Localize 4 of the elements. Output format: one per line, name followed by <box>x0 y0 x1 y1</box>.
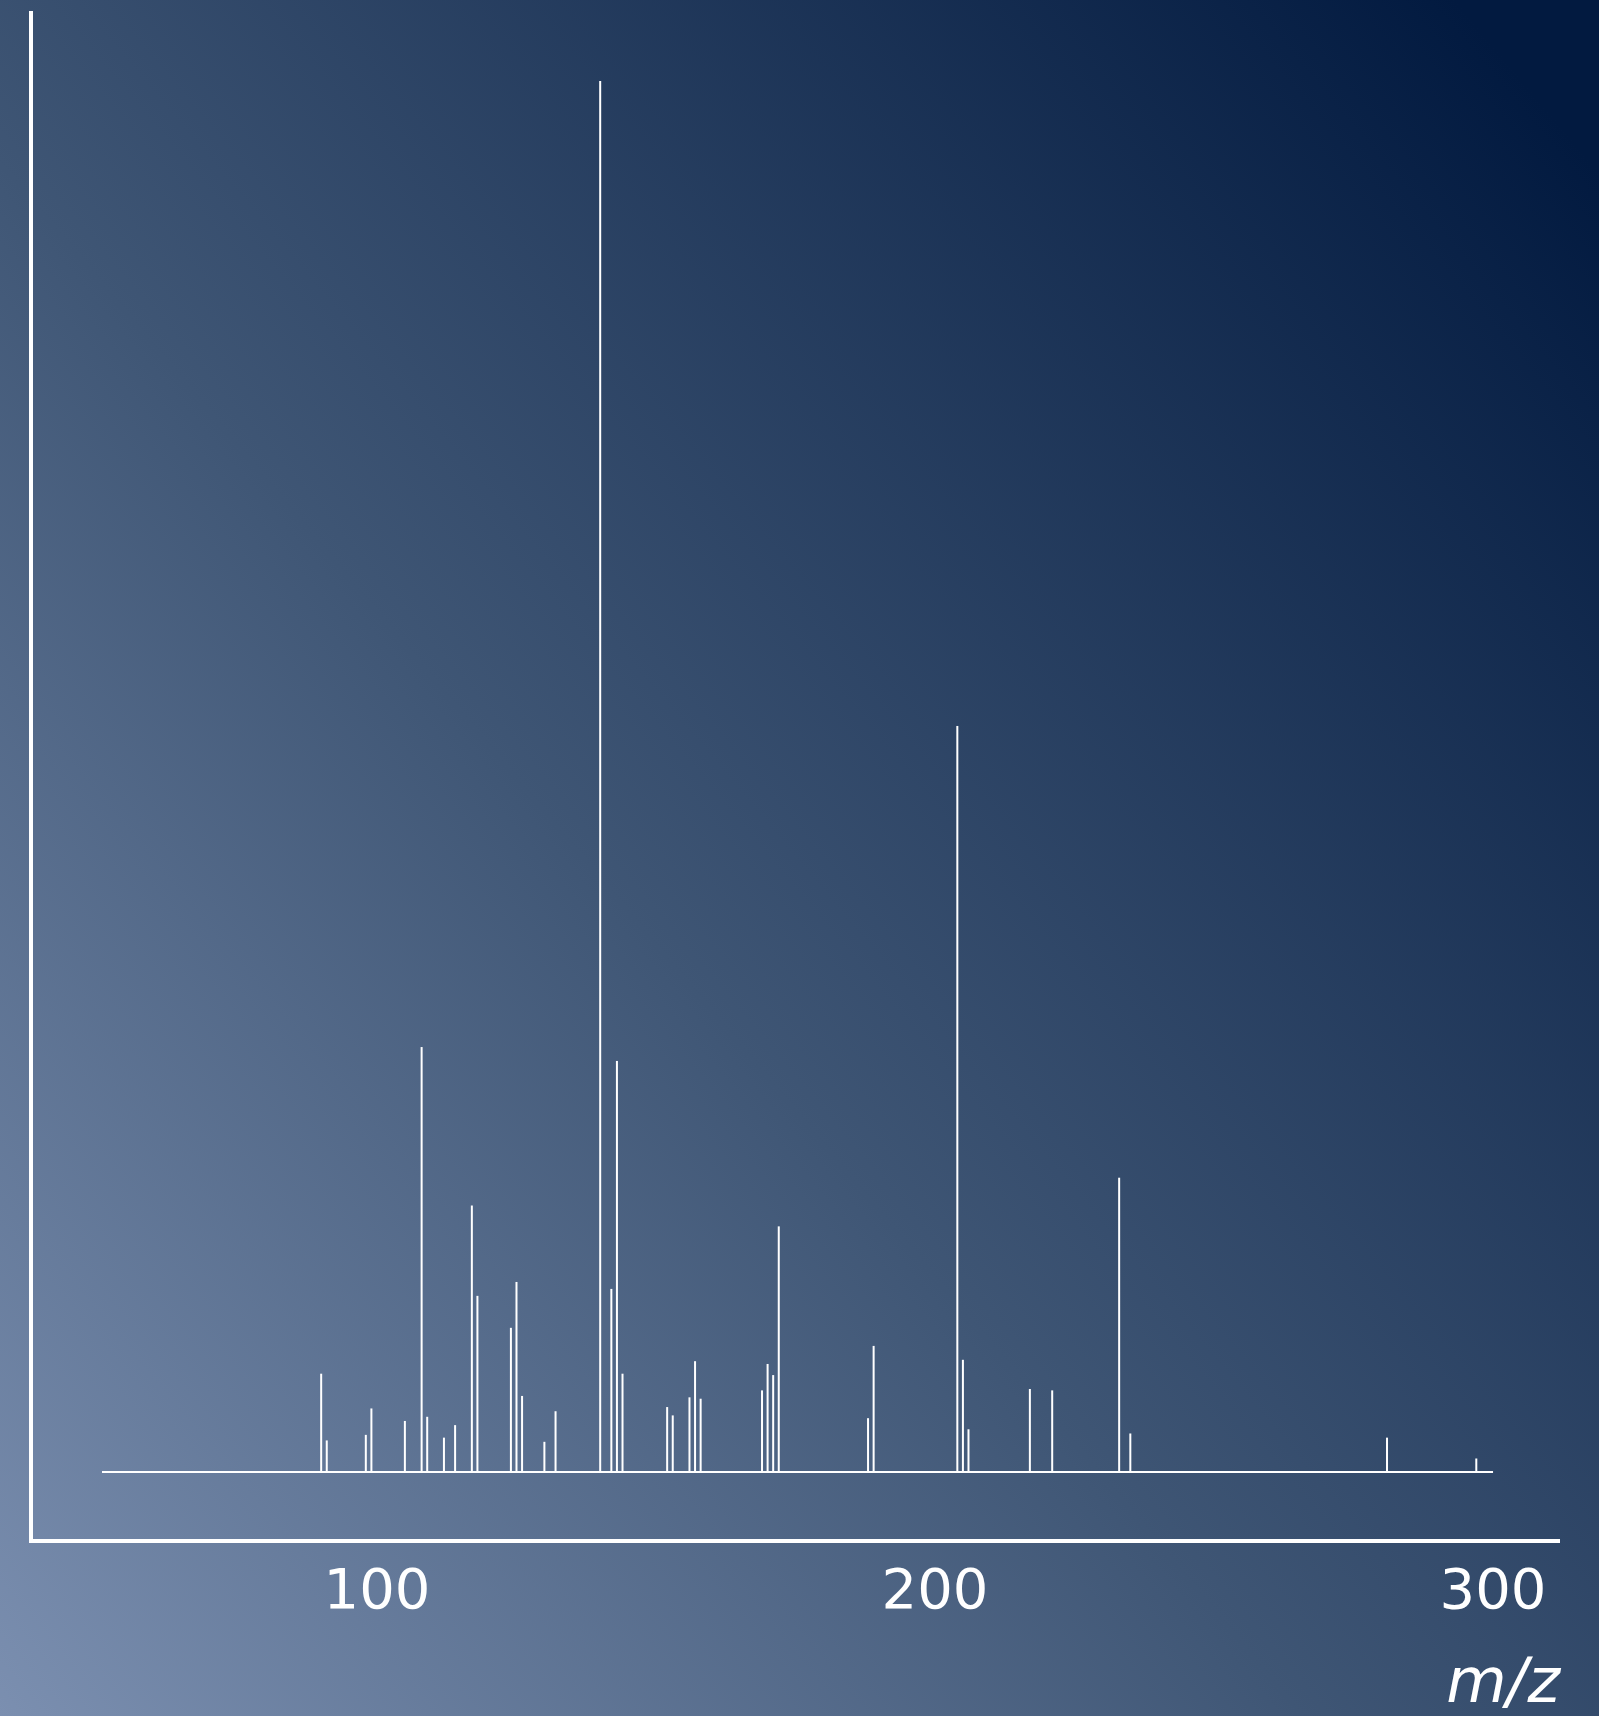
x-tick-label: 100 <box>323 1556 431 1621</box>
x-tick-label: 300 <box>1439 1556 1547 1621</box>
x-tick-label: 200 <box>881 1556 989 1621</box>
x-axis-title: m/z <box>1446 1644 1562 1716</box>
